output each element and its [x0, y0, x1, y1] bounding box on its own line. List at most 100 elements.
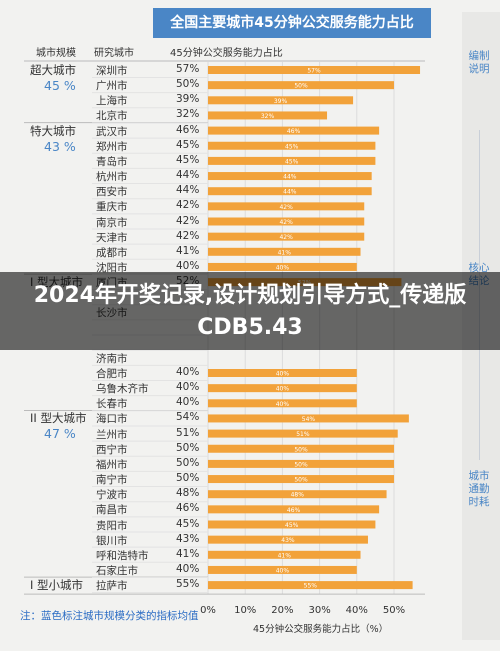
bar — [208, 126, 380, 135]
percent-label: 40% — [176, 259, 200, 272]
city-label: 深圳市 — [96, 65, 128, 77]
percent-label: 46% — [176, 502, 200, 515]
bar-value-label: 50% — [294, 477, 308, 484]
bar — [208, 96, 354, 105]
percent-label: 57% — [176, 63, 200, 75]
percent-label: 42% — [176, 214, 200, 227]
bar-value-label: 57% — [307, 68, 321, 75]
percent-label: 46% — [176, 123, 200, 136]
bar-value-label: 41% — [278, 552, 292, 559]
bar-value-label: 43% — [281, 537, 295, 544]
bar-value-label: 40% — [276, 567, 290, 574]
percent-label: 50% — [176, 78, 200, 91]
bar-value-label: 40% — [276, 401, 290, 408]
bar — [208, 535, 368, 544]
bar-value-label: 40% — [276, 264, 290, 271]
percent-label: 44% — [176, 184, 200, 197]
city-label: 拉萨市 — [96, 580, 128, 593]
bar-value-label: 50% — [294, 83, 308, 90]
bar — [208, 565, 357, 574]
banner-title: 2024年开奖记录,设计规划引导方式_传递版CDB5.43 — [33, 283, 467, 340]
bar — [208, 505, 380, 514]
city-label: 南宁市 — [96, 474, 128, 487]
bar-value-label: 44% — [283, 174, 297, 181]
bar-value-label: 50% — [294, 461, 308, 468]
bar-value-label: 42% — [279, 219, 293, 226]
x-tick-label: 30% — [308, 605, 330, 616]
city-label: 南京市 — [96, 216, 128, 229]
percent-label: 44% — [176, 169, 200, 182]
percent-label: 43% — [176, 532, 200, 545]
city-label: 贵阳市 — [96, 519, 128, 532]
city-label: 天津市 — [96, 231, 128, 244]
x-tick-label: 20% — [271, 605, 293, 616]
side-nav-item-explanation[interactable]: 编制说明 — [468, 50, 490, 75]
bar-value-label: 55% — [304, 583, 318, 590]
city-label: 兰州市 — [96, 428, 128, 441]
bar-value-label: 42% — [279, 204, 293, 211]
city-label: 郑州市 — [96, 140, 128, 153]
percent-label: 48% — [176, 487, 200, 500]
city-label: 青岛市 — [96, 155, 128, 168]
bar-value-label: 39% — [274, 98, 288, 105]
percent-label: 42% — [176, 229, 200, 242]
x-tick-label: 0% — [200, 605, 216, 616]
percent-label: 41% — [176, 244, 200, 257]
bar-value-label: 42% — [279, 234, 293, 241]
percent-label: 45% — [176, 517, 200, 530]
bar — [208, 247, 361, 256]
bar — [208, 550, 361, 559]
city-label: 杭州市 — [96, 171, 128, 184]
percent-label: 40% — [176, 396, 200, 409]
bar-value-label: 45% — [285, 143, 299, 150]
bar-value-label: 41% — [278, 249, 292, 256]
percent-label: 40% — [176, 562, 200, 575]
city-label: 呼和浩特市 — [96, 549, 149, 562]
percent-label: 45% — [176, 153, 200, 166]
bar-value-label: 46% — [287, 128, 301, 135]
city-label: 武汉市 — [96, 125, 128, 138]
bar — [208, 66, 421, 74]
city-label: 福州市 — [96, 458, 128, 471]
bar — [208, 172, 372, 181]
bar — [208, 369, 357, 377]
city-label: 长春市 — [96, 398, 128, 411]
city-label: 银川市 — [96, 534, 128, 547]
bar — [208, 399, 357, 408]
x-axis-label: 45分钟公交服务能力占比（%） — [253, 624, 389, 635]
percent-label: 45% — [176, 138, 200, 151]
city-label: 重庆市 — [96, 201, 128, 214]
side-nav-item-commute[interactable]: 城市通勤时耗 — [468, 470, 490, 508]
percent-label: 55% — [176, 578, 200, 591]
city-label: 石家庄市 — [96, 564, 138, 577]
bar-value-label: 54% — [302, 416, 316, 423]
x-tick-label: 10% — [234, 605, 256, 616]
bar-value-label: 40% — [276, 371, 290, 378]
bar — [208, 81, 394, 90]
tier-label: 特大城市 — [30, 123, 76, 138]
city-label: 北京市 — [96, 110, 128, 123]
x-tick-label: 40% — [346, 605, 368, 616]
city-label: 沈阳市 — [96, 261, 128, 274]
bar — [208, 111, 328, 120]
bar — [208, 202, 365, 211]
bar-value-label: 48% — [291, 492, 305, 499]
bar-value-label: 40% — [276, 386, 290, 393]
percent-label: 50% — [176, 456, 200, 469]
bar — [208, 414, 409, 423]
bar-value-label: 32% — [261, 113, 275, 120]
tier-average: 43 % — [44, 138, 76, 154]
bar — [208, 429, 398, 438]
bar-value-label: 50% — [294, 446, 308, 453]
bar — [208, 459, 394, 468]
city-label: 上海市 — [96, 95, 128, 108]
tier-label: 超大城市 — [30, 63, 76, 77]
bar — [208, 187, 372, 196]
tier-column-header: 城市规模 — [36, 48, 76, 59]
tier-label: I 型小城市 — [30, 578, 84, 593]
bar-value-label: 46% — [287, 507, 301, 514]
bar — [208, 490, 387, 499]
bar-value-label: 51% — [296, 431, 310, 438]
bar — [208, 217, 365, 226]
